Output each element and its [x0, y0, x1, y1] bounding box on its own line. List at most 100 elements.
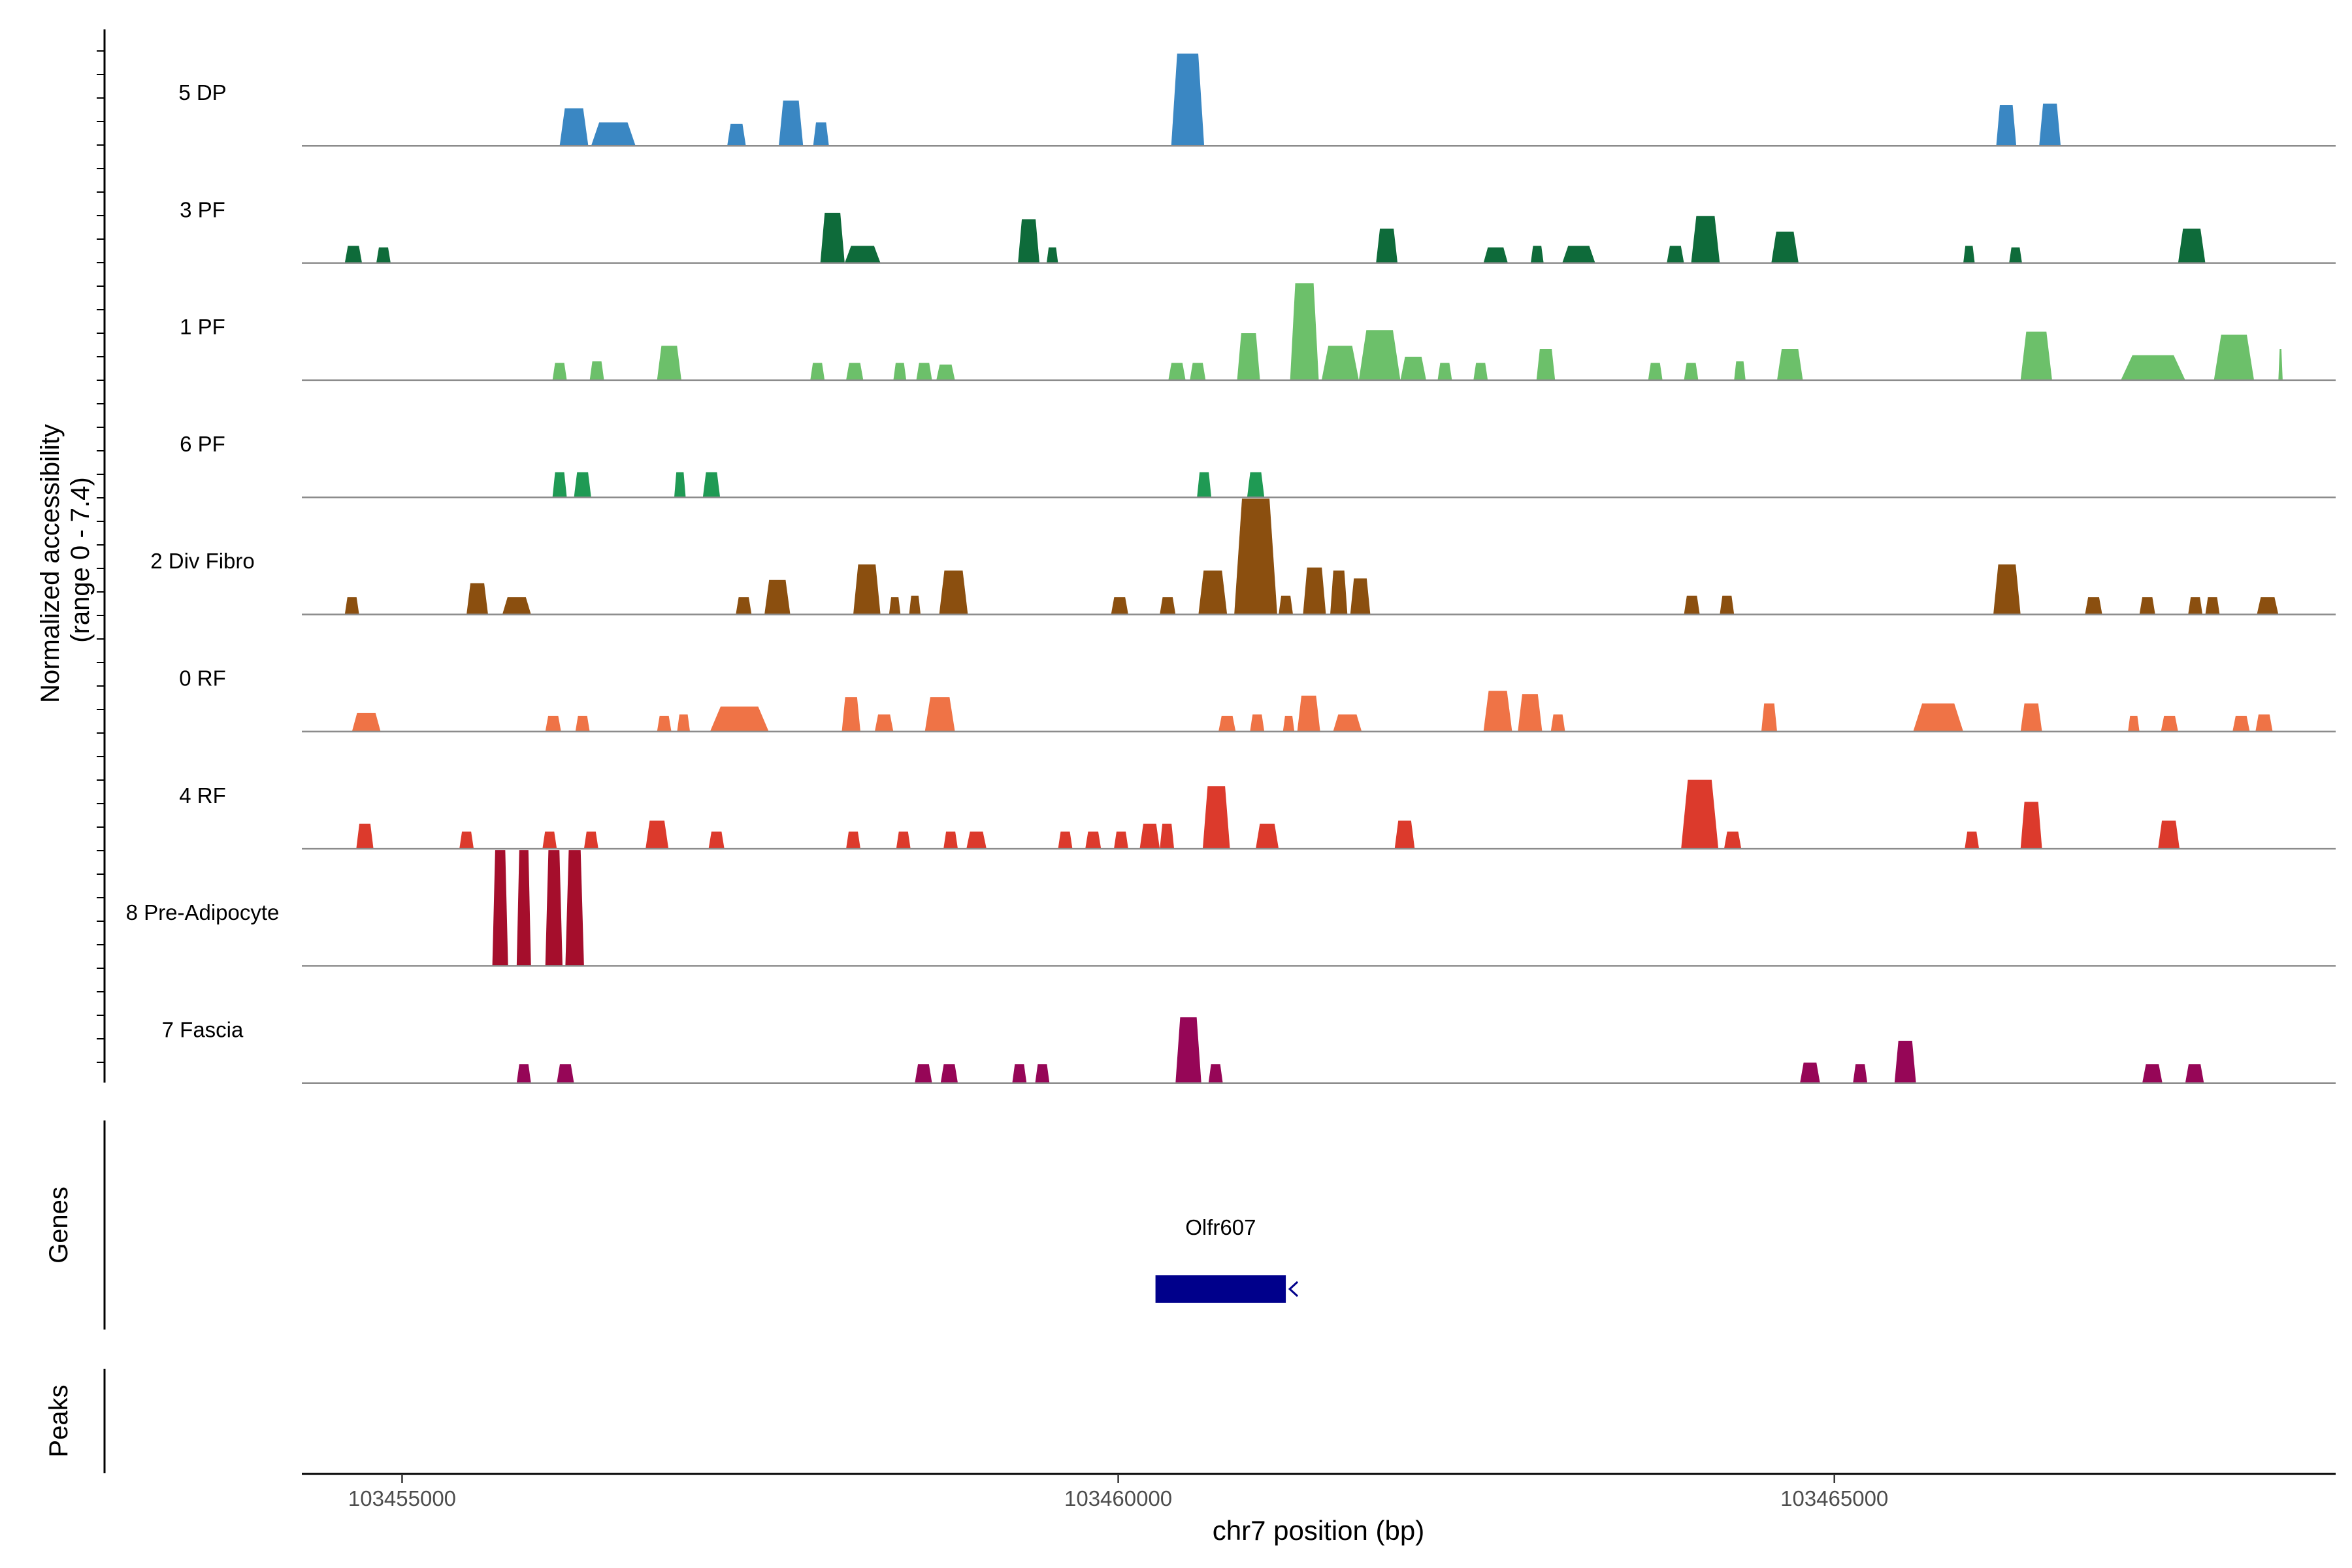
track-7-fascia: 7 Fascia: [162, 1017, 2336, 1084]
gene-name: Olfr607: [1185, 1215, 1256, 1239]
peak: [1282, 715, 1295, 732]
track-5-dp: 5 DP: [178, 53, 2336, 147]
peak: [1303, 567, 1326, 615]
track-label: 3 PF: [180, 197, 225, 221]
peak: [710, 706, 769, 732]
peak: [565, 850, 584, 966]
peak: [1684, 595, 1700, 615]
peak: [1018, 219, 1040, 263]
track-label: 7 Fascia: [162, 1017, 244, 1041]
peak: [924, 697, 955, 732]
peak: [1771, 231, 1799, 263]
peak: [1437, 363, 1452, 380]
peak: [2213, 335, 2255, 380]
peak: [2020, 331, 2052, 380]
peaks-panel: Peaks: [44, 1369, 106, 1473]
peak: [1536, 348, 1556, 380]
peak: [1012, 1064, 1027, 1083]
peak: [466, 583, 488, 615]
peak: [1321, 346, 1359, 380]
peak: [1400, 356, 1426, 380]
x-axis-ticks: 103455000 103460000 103465000: [348, 1474, 1888, 1511]
peak: [552, 472, 567, 498]
peak: [1085, 831, 1102, 849]
peak: [853, 564, 881, 615]
peak: [1518, 694, 1543, 732]
coverage-y-axis-ticks: [97, 50, 105, 1063]
peak: [1190, 363, 1206, 380]
peak: [1681, 779, 1719, 849]
peak: [1667, 246, 1684, 263]
peak: [727, 123, 746, 146]
genes-label: Genes: [44, 1186, 73, 1264]
peak: [516, 850, 531, 966]
peak: [1350, 578, 1371, 615]
peak: [1376, 228, 1398, 263]
peak: [844, 246, 881, 263]
peak: [1993, 564, 2021, 615]
coverage-tracks: 5 DP 3 PF 1 PF 6 PF 2 Div Fibro 0 RF 4 RF 8 Pre…: [126, 53, 2336, 1084]
peak: [915, 1064, 932, 1083]
peak: [542, 831, 557, 849]
peak: [2158, 820, 2180, 849]
peak: [1139, 823, 1160, 849]
peak: [702, 472, 721, 498]
peak: [1963, 246, 1975, 263]
peak: [1111, 597, 1128, 615]
peak: [1358, 330, 1401, 380]
peak: [2278, 348, 2283, 380]
peak: [492, 850, 508, 966]
track-4-rf: 4 RF: [179, 779, 2336, 850]
peak: [1198, 570, 1228, 615]
track-label: 6 PF: [180, 432, 225, 456]
peak: [1208, 1064, 1223, 1083]
peak: [2020, 802, 2042, 849]
peak: [1734, 361, 1746, 380]
peak: [896, 831, 911, 849]
track-2-div-fibro: 2 Div Fibro: [150, 498, 2336, 615]
peak: [1290, 283, 1319, 380]
peaks-label: Peaks: [44, 1384, 73, 1457]
peak: [2185, 1064, 2204, 1083]
peak: [846, 363, 864, 380]
peak: [1761, 703, 1778, 732]
track-8-pre-adipocyte: 8 Pre-Adipocyte: [126, 850, 2336, 967]
peak: [356, 823, 374, 849]
gene-olfr607: Olfr607: [1155, 1215, 1299, 1303]
peak: [2232, 715, 2250, 732]
x-tick-label: 103460000: [1064, 1486, 1172, 1511]
peak: [1777, 348, 1803, 380]
peak: [1160, 597, 1176, 615]
peak: [1562, 246, 1595, 263]
peak: [657, 715, 672, 732]
peak: [1894, 1041, 1916, 1083]
peak: [1473, 363, 1488, 380]
peak: [583, 831, 598, 849]
peak: [1853, 1064, 1868, 1083]
peak: [1530, 246, 1544, 263]
peak: [1218, 715, 1236, 732]
peak: [557, 1064, 574, 1083]
peak: [1197, 472, 1212, 498]
peak: [943, 831, 958, 849]
genes-panel: Genes Olfr607: [44, 1120, 1299, 1330]
peak: [645, 820, 669, 849]
peak: [889, 597, 901, 615]
peak: [1723, 831, 1742, 849]
track-label: 5 DP: [178, 80, 226, 105]
track-label: 0 RF: [179, 666, 226, 691]
strand-arrow-icon: [1288, 1281, 1299, 1298]
peak: [1202, 786, 1230, 849]
track-0-rf: 0 RF: [179, 666, 2336, 733]
peak: [591, 122, 636, 146]
track-label: 1 PF: [180, 315, 225, 339]
peak: [1297, 695, 1320, 732]
peak: [376, 247, 391, 263]
peak: [2139, 597, 2155, 615]
peak: [1234, 498, 1277, 615]
peak: [736, 597, 752, 615]
peak: [2255, 714, 2273, 732]
peak: [1168, 363, 1186, 380]
peak: [545, 715, 561, 732]
